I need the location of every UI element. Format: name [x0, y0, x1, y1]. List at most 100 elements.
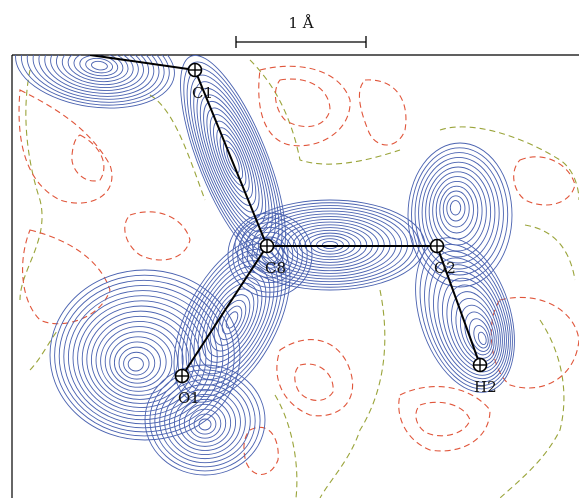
- positive-contour-line: [100, 326, 178, 396]
- positive-contour-line: [418, 156, 500, 270]
- positive-contour-line: [205, 282, 259, 358]
- positive-contour-line: [56, 55, 139, 88]
- positive-contour-line: [221, 305, 243, 335]
- contour-family-o2-top: [407, 142, 513, 288]
- atom-o1-marker: [174, 368, 190, 384]
- scale-bar-label: 1 Å: [288, 14, 313, 32]
- atom-label-o2: O2: [434, 259, 456, 277]
- positive-contour-line: [477, 331, 487, 346]
- bond-c8-o1: [181, 245, 268, 377]
- bond-o2-h2: [436, 245, 481, 366]
- positive-contour-line: [104, 331, 173, 392]
- positive-contour-line: [209, 288, 255, 352]
- positive-contour-line: [183, 61, 283, 259]
- positive-contour-line: [455, 297, 497, 363]
- positive-contour-line: [424, 250, 511, 386]
- positive-contour-line: [77, 300, 207, 417]
- positive-contour-line: [50, 55, 144, 91]
- positive-contour-line: [213, 294, 251, 346]
- positive-contour-line: [159, 379, 251, 464]
- positive-contour-line: [193, 265, 271, 375]
- scale-bar: 1 Å: [235, 14, 367, 48]
- positive-contour-line: [67, 55, 129, 83]
- positive-contour-line: [433, 264, 507, 380]
- positive-contour-line: [72, 295, 213, 421]
- positive-contour-line: [449, 200, 462, 216]
- atom-label-o1: O1: [178, 389, 200, 407]
- positive-contour-line: [435, 180, 479, 240]
- bond-c1-c8: [194, 69, 268, 247]
- positive-contour-line: [425, 166, 492, 258]
- positive-contour-line: [154, 374, 256, 468]
- positive-contour-line: [26, 55, 165, 103]
- positive-contour-line: [169, 389, 241, 455]
- positive-contour-line: [421, 161, 496, 264]
- positive-contour-line: [178, 398, 232, 447]
- map-frame: [11, 54, 579, 498]
- positive-contour-line: [127, 356, 144, 372]
- positive-contour-line: [186, 68, 280, 252]
- positive-contour-line: [183, 403, 227, 443]
- positive-contour-line: [58, 279, 230, 433]
- positive-contour-line: [201, 277, 263, 363]
- positive-contour-line: [198, 418, 212, 431]
- contour-family-o2-h2: [415, 237, 515, 393]
- positive-contour-line: [189, 260, 275, 380]
- positive-contour-line: [113, 341, 161, 384]
- positive-contour-line: [173, 237, 291, 403]
- contour-family-o1-bottom: [144, 364, 266, 476]
- atom-h2-marker: [472, 357, 488, 373]
- positive-contour-line: [123, 351, 150, 376]
- positive-contour-line: [61, 55, 134, 86]
- atom-label-c8: C8: [265, 259, 286, 277]
- positive-contour-line: [232, 217, 308, 293]
- positive-contour-line: [196, 87, 270, 233]
- positive-contour-line: [439, 185, 474, 234]
- atom-labels: C1 C8 O2 H2 O1: [178, 84, 497, 407]
- positive-contour-line: [174, 394, 236, 451]
- positive-contour-line: [415, 237, 515, 393]
- positive-contour-line: [428, 257, 509, 383]
- positive-contour-line: [237, 222, 303, 288]
- positive-contour-line: [225, 311, 239, 329]
- contour-family-top-left: [15, 55, 175, 109]
- positive-contour-line: [86, 310, 195, 408]
- positive-contour-line: [38, 55, 155, 97]
- positive-contour-line: [473, 325, 489, 349]
- positive-contour-line: [411, 147, 509, 282]
- positive-contour-line: [32, 55, 160, 100]
- positive-contour-line: [419, 243, 513, 390]
- positive-contour-line: [149, 369, 261, 472]
- positive-contour-line: [85, 57, 114, 74]
- atoms: [174, 62, 488, 384]
- positive-contour-line: [226, 146, 240, 174]
- contour-family-o1-left: [49, 269, 241, 441]
- positive-contour-line: [437, 270, 505, 376]
- bond-c8-external: [89, 55, 196, 71]
- positive-contour-line: [118, 346, 156, 380]
- positive-contour-line: [91, 60, 108, 71]
- zero-contours: [19, 59, 579, 498]
- atom-o2-marker: [429, 238, 445, 254]
- positive-contour-line: [219, 133, 247, 187]
- positive-contour-line: [193, 413, 217, 435]
- contour-family-c1-c8: [180, 55, 286, 266]
- positive-contour-line: [446, 195, 466, 222]
- positive-contour-line: [73, 55, 124, 80]
- positive-contour-line: [44, 55, 150, 94]
- positive-contour-line: [54, 274, 235, 437]
- positive-contour-line: [222, 140, 244, 180]
- positive-contour-line: [15, 55, 175, 109]
- positive-contour-line: [442, 277, 503, 373]
- positive-contour-line: [188, 408, 222, 439]
- positive-contour-line: [109, 336, 167, 388]
- positive-contour-line: [246, 231, 294, 279]
- positive-contour-line: [414, 152, 504, 276]
- positive-contour-line: [63, 284, 224, 429]
- positive-contour-line: [90, 315, 190, 404]
- positive-contour-line: [49, 269, 241, 441]
- atom-c8-marker: [259, 238, 275, 254]
- positive-contour-line: [464, 311, 493, 356]
- positive-contour-line: [180, 55, 286, 266]
